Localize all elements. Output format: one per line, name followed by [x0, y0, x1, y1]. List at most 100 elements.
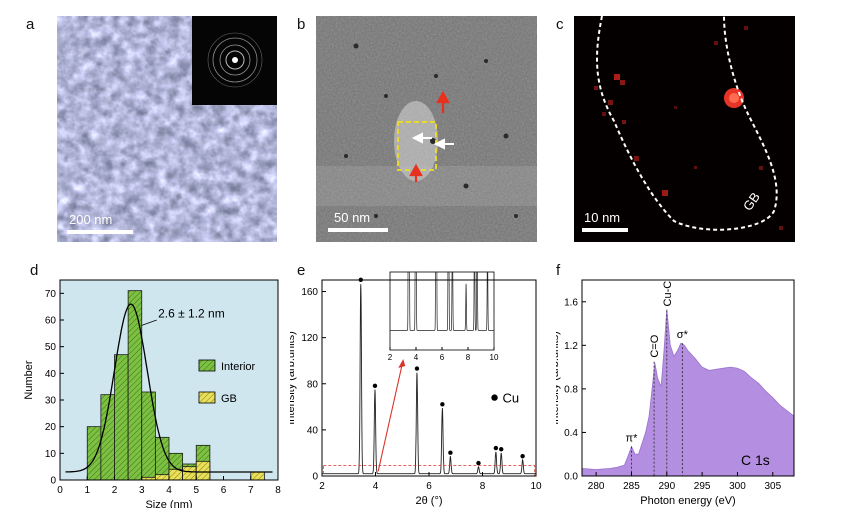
y-tick-label: 60: [45, 316, 57, 327]
x-tick-label: 6: [221, 485, 227, 496]
cu-peak-marker: [440, 402, 445, 407]
x-tick-label: 6: [426, 481, 432, 492]
x-tick-label: 8: [480, 481, 486, 492]
x-tick-label: 1: [84, 485, 90, 496]
x-tick-label: 2: [112, 485, 118, 496]
scale-label-b: 50 nm: [334, 210, 371, 225]
y-tick-label: 50: [45, 342, 57, 353]
peak-annotation: C=O: [649, 334, 661, 357]
scale-label-a: 200 nm: [69, 212, 113, 227]
stem-texture: [316, 16, 537, 242]
scale-bar-b: [328, 228, 388, 232]
peak-annotation: σ*: [677, 329, 689, 341]
x-tick-label: 10: [530, 481, 542, 492]
y-tick-label: 40: [307, 425, 319, 436]
scale-label-c: 10 nm: [584, 210, 621, 225]
y-tick-label: 30: [45, 396, 57, 407]
panel-f-label: f: [556, 262, 561, 279]
saed-inset: [192, 16, 277, 105]
bar-interior: [86, 426, 102, 481]
x-tick-label: 305: [764, 481, 781, 492]
cu-peak-marker: [372, 383, 378, 389]
chart-d-histogram: 2.6 ± 1.2 nm Interior GB 0 1 2 3 4 5 6 7 8 0 10 20 30 40…: [23, 279, 281, 508]
bar-gb: [250, 471, 265, 481]
y-tick-label: 10: [45, 449, 57, 460]
inset-x-tick-label: 6: [440, 353, 445, 362]
cu-peak-marker: [476, 460, 481, 466]
x-tick-label: 7: [248, 485, 254, 496]
y-tick-label: 0: [312, 472, 318, 483]
bar-gb: [154, 474, 170, 481]
y-tick-label: 70: [45, 289, 57, 300]
legend-label-interior: Interior: [221, 361, 256, 373]
chart-e-xrd: 2 4 6 8 10 Cu 2 4 6 8 10 0 40 80 120 160 2θ (°) Intensity…: [290, 271, 542, 507]
x-tick-label: 0: [57, 485, 63, 496]
panel-a-label: a: [26, 16, 35, 33]
panel-b-label: b: [297, 16, 306, 33]
tem-image-a: 200 nm: [57, 16, 277, 242]
x-tick-label: 5: [193, 485, 199, 496]
peak-annotation: Cu-C: [662, 281, 674, 307]
y-tick-label: 20: [45, 422, 57, 433]
bar-gb: [195, 460, 211, 481]
eels-map-texture: [594, 16, 783, 231]
annotation-leader: [141, 319, 157, 326]
cu-peak-marker: [499, 447, 504, 452]
x-axis-label: Photon energy (eV): [640, 495, 735, 507]
x-tick-label: 4: [166, 485, 172, 496]
diffraction-rings-icon: [207, 32, 263, 88]
peak-annotation: π*: [626, 433, 639, 445]
legend-label-gb: GB: [221, 393, 237, 405]
inset-frame: [389, 271, 495, 351]
y-tick-label: 0.8: [564, 384, 578, 395]
bar-gb: [182, 466, 197, 481]
y-tick-label: 160: [301, 287, 318, 298]
y-tick-label: 40: [45, 369, 57, 380]
x-tick-label: 285: [623, 481, 640, 492]
y-axis-label: Number: [23, 360, 35, 399]
inset-x-tick-label: 10: [490, 353, 499, 362]
bar-interior: [114, 354, 129, 481]
y-tick-label: 1.6: [564, 297, 578, 308]
inset-x-tick-label: 4: [414, 353, 419, 362]
x-tick-label: 280: [588, 481, 605, 492]
legend-marker-cu: [491, 394, 498, 401]
x-tick-label: 8: [275, 485, 281, 496]
x-axis-label: 2θ (°): [415, 495, 442, 507]
y-axis-label: Intensity (arb.units): [556, 331, 561, 425]
y-tick-label: 0: [50, 476, 56, 487]
cu-peak-marker: [448, 450, 453, 455]
chart-f-nexafs: π* C=O Cu-C σ* C 1s 280 285 290 295 300 305 0.0 0.4 0…: [556, 279, 795, 507]
x-tick-label: 3: [139, 485, 145, 496]
legend-c1s: C 1s: [741, 452, 770, 468]
cu-peak-marker: [520, 453, 525, 459]
white-arrows: [411, 132, 454, 150]
inset-x-tick-label: 2: [388, 353, 393, 362]
red-arrows: [409, 90, 450, 182]
legend-swatch-interior: [198, 359, 216, 372]
x-axis-label: Size (nm): [145, 499, 192, 508]
plot-frame: [581, 279, 795, 477]
stem-image-b: 50 nm: [316, 16, 537, 242]
c1s-spectrum-area: [581, 309, 795, 477]
panel-d-label: d: [30, 262, 39, 279]
inset-x-tick-label: 8: [466, 353, 471, 362]
cu-peak-marker: [414, 366, 420, 371]
y-tick-label: 1.2: [564, 341, 578, 352]
y-tick-label: 120: [301, 333, 318, 344]
legend-swatch-gb: [198, 391, 216, 404]
panel-e-label: e: [297, 262, 306, 279]
scale-bar-c: [582, 228, 628, 232]
y-tick-label: 0.4: [564, 428, 578, 439]
y-axis-label: Intensity (arb.units): [290, 331, 297, 425]
x-tick-label: 2: [319, 481, 325, 492]
x-tick-label: 300: [729, 481, 746, 492]
panel-c-label: c: [556, 16, 564, 33]
eels-map-c: GB 10 nm: [574, 16, 795, 242]
bar-interior: [127, 290, 143, 481]
x-tick-label: 4: [373, 481, 379, 492]
legend-label-cu: Cu: [503, 391, 520, 406]
gaussian-fit-line: [65, 303, 273, 473]
fit-annotation: 2.6 ± 1.2 nm: [158, 306, 225, 320]
scale-bar-a: [67, 230, 133, 234]
